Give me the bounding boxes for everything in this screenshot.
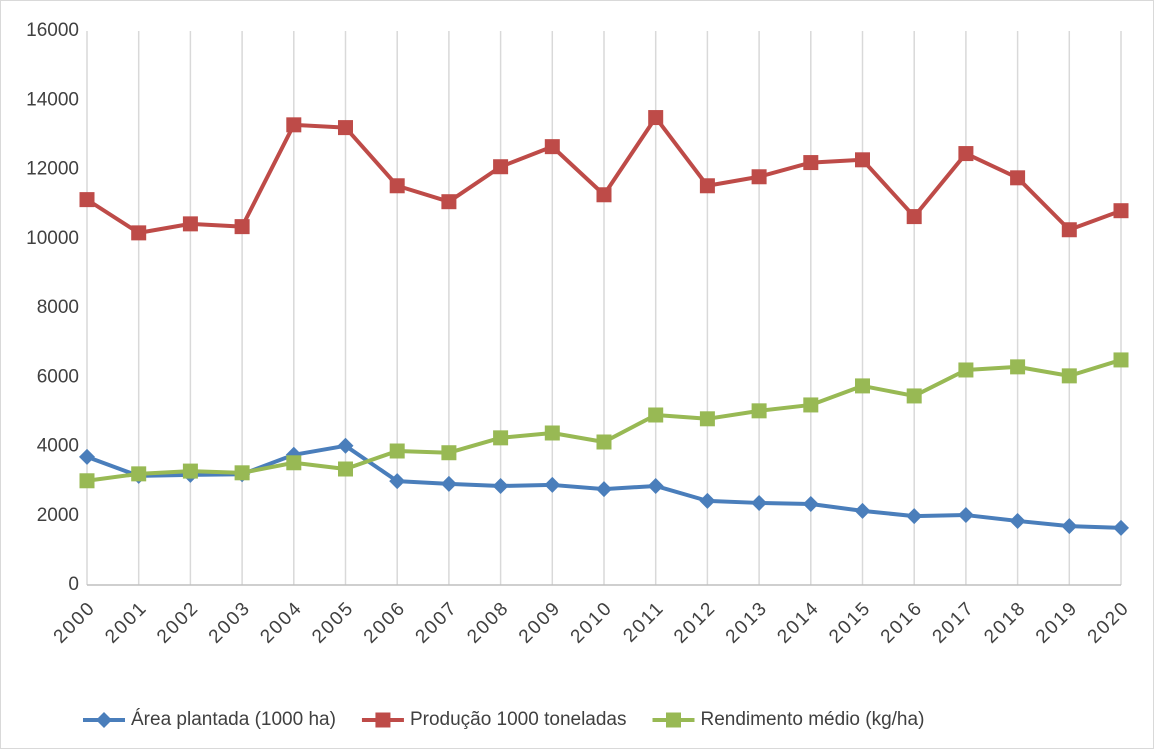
data-point xyxy=(855,152,870,168)
legend-label: Produção 1000 toneladas xyxy=(410,709,627,730)
data-point xyxy=(493,159,509,175)
data-point xyxy=(79,448,95,465)
data-point xyxy=(803,155,819,171)
y-tick-label: 14000 xyxy=(26,89,79,110)
data-point xyxy=(699,178,715,194)
data-point xyxy=(596,434,612,450)
data-point xyxy=(596,187,612,203)
data-point xyxy=(544,476,561,493)
y-tick-label: 8000 xyxy=(37,297,79,318)
data-point xyxy=(854,502,871,519)
data-point xyxy=(79,192,95,208)
data-point xyxy=(544,425,560,441)
data-point xyxy=(958,146,974,162)
data-point xyxy=(648,407,664,423)
data-point xyxy=(131,466,147,482)
data-point xyxy=(389,473,406,490)
data-point xyxy=(389,178,405,194)
data-point xyxy=(492,477,509,494)
data-point xyxy=(596,481,612,498)
legend-label: Rendimento médio (kg/ha) xyxy=(701,709,925,730)
data-point xyxy=(1010,170,1026,186)
data-point xyxy=(1061,518,1078,535)
data-point xyxy=(1113,203,1129,219)
data-point xyxy=(286,117,302,133)
y-tick-label: 6000 xyxy=(37,366,79,387)
y-tick-label: 16000 xyxy=(26,20,79,41)
data-point xyxy=(699,411,715,427)
data-point xyxy=(389,443,405,459)
data-point xyxy=(751,494,768,511)
data-point xyxy=(958,362,974,378)
data-point xyxy=(234,219,250,235)
legend-marker xyxy=(666,712,681,728)
data-point xyxy=(79,473,95,489)
data-point xyxy=(234,465,250,481)
y-tick-label: 2000 xyxy=(37,505,79,526)
data-point xyxy=(440,475,457,492)
data-point xyxy=(957,507,974,524)
data-point xyxy=(182,216,198,232)
data-point xyxy=(1009,512,1026,529)
data-point xyxy=(1061,368,1077,384)
y-tick-label: 0 xyxy=(68,574,79,595)
legend-marker xyxy=(375,712,391,728)
legend-label: Área plantada (1000 ha) xyxy=(131,709,336,730)
data-point xyxy=(441,194,457,210)
y-tick-label: 4000 xyxy=(37,436,79,457)
y-tick-label: 12000 xyxy=(26,159,79,180)
data-point xyxy=(493,430,509,446)
legend-marker xyxy=(96,712,112,728)
data-point xyxy=(648,110,664,126)
data-point xyxy=(1010,359,1026,375)
data-point xyxy=(751,403,767,419)
data-point xyxy=(906,209,922,225)
data-point xyxy=(906,508,923,525)
data-point xyxy=(855,378,870,394)
data-point xyxy=(338,120,353,136)
data-point xyxy=(803,397,819,413)
data-point xyxy=(906,388,922,404)
data-point xyxy=(338,461,353,477)
data-point xyxy=(182,463,198,479)
data-point xyxy=(647,477,664,494)
y-tick-label: 10000 xyxy=(26,228,79,249)
data-point xyxy=(441,445,457,461)
data-point xyxy=(802,495,819,512)
data-point xyxy=(1113,352,1129,368)
data-point xyxy=(544,139,560,155)
data-point xyxy=(699,492,716,509)
data-point xyxy=(337,437,354,454)
data-point xyxy=(1113,519,1129,536)
data-point xyxy=(131,225,147,241)
data-point xyxy=(1061,222,1077,238)
data-point xyxy=(286,455,302,471)
data-point xyxy=(751,169,767,185)
